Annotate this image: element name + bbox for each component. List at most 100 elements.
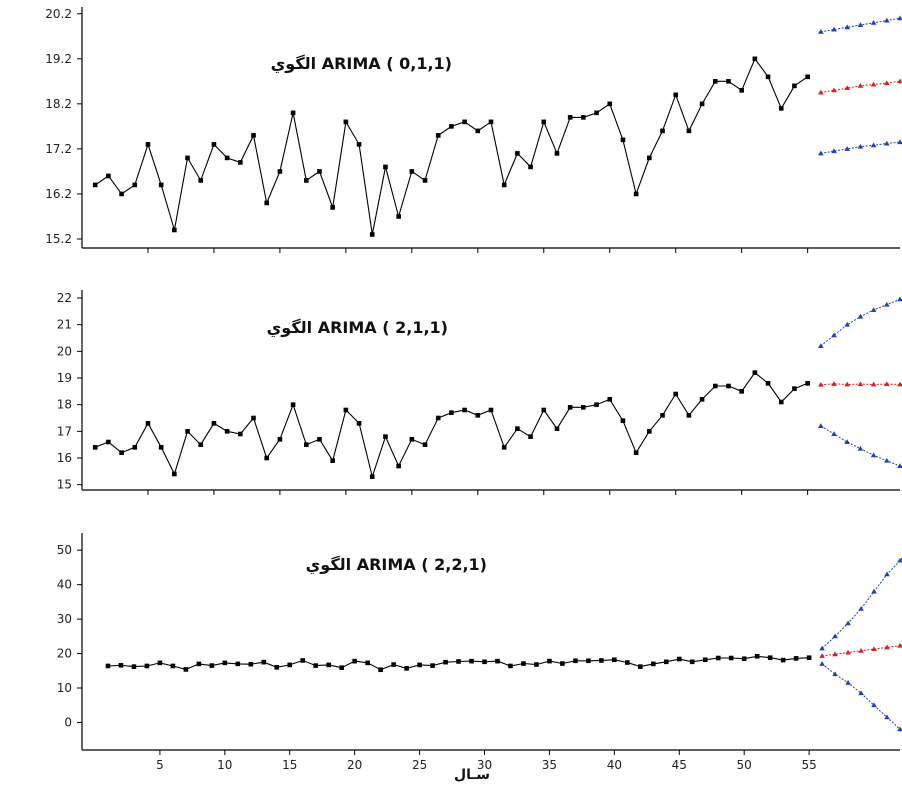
data-point bbox=[330, 205, 335, 210]
data-point bbox=[356, 142, 362, 147]
data-point bbox=[435, 415, 441, 421]
data-point bbox=[660, 128, 665, 134]
data-point bbox=[238, 431, 243, 437]
series-0 bbox=[92, 56, 810, 237]
forecast-point bbox=[857, 313, 864, 319]
data-point bbox=[198, 442, 204, 447]
y-ticks: 0 10 20 30 40 50 bbox=[57, 543, 82, 729]
data-point bbox=[172, 227, 177, 233]
data-point bbox=[741, 656, 747, 662]
y-tick-label: 16.2 bbox=[45, 187, 72, 201]
data-point bbox=[422, 178, 428, 183]
data-point bbox=[356, 421, 362, 426]
data-point bbox=[369, 232, 375, 237]
data-point bbox=[383, 434, 388, 439]
data-point bbox=[673, 92, 679, 98]
panel-title: الگوي ARIMA ( 2,1,1) bbox=[267, 318, 448, 338]
y-tick-label: 22 bbox=[57, 291, 72, 305]
data-point bbox=[726, 383, 731, 389]
x-axis-label: سـال bbox=[454, 767, 490, 783]
y-tick-label: 15 bbox=[57, 478, 72, 492]
data-point bbox=[409, 437, 415, 442]
forecast-point bbox=[871, 588, 877, 594]
data-point bbox=[581, 405, 586, 410]
data-point bbox=[647, 429, 652, 434]
data-point bbox=[119, 191, 124, 197]
forecast-point bbox=[845, 649, 851, 655]
data-point bbox=[488, 119, 494, 125]
data-point bbox=[264, 200, 270, 206]
forecast-point bbox=[819, 645, 825, 651]
forecast-point bbox=[818, 89, 824, 95]
forecast-point bbox=[884, 571, 890, 577]
forecast-point bbox=[818, 381, 824, 387]
y-tick-label: 0 bbox=[64, 715, 72, 729]
data-point bbox=[501, 445, 507, 450]
data-point bbox=[290, 402, 296, 407]
forecast-point bbox=[870, 307, 877, 312]
data-point bbox=[209, 663, 215, 668]
series-1 bbox=[818, 296, 902, 348]
data-point bbox=[383, 164, 388, 170]
forecast-point bbox=[857, 83, 864, 88]
data-point bbox=[765, 381, 771, 386]
panel-title: الگوي ARIMA ( 2,2,1) bbox=[306, 555, 487, 575]
data-point bbox=[752, 370, 758, 375]
data-point bbox=[251, 133, 256, 138]
forecast-point bbox=[897, 463, 902, 468]
y-tick-label: 20 bbox=[57, 647, 72, 661]
forecast-point bbox=[857, 22, 864, 27]
data-point bbox=[404, 666, 409, 671]
panel-frame bbox=[81, 290, 900, 491]
data-point bbox=[702, 657, 708, 663]
data-point bbox=[131, 664, 137, 669]
data-point bbox=[607, 397, 613, 402]
data-point bbox=[330, 458, 335, 463]
x-ticks bbox=[147, 248, 809, 253]
forecast-point bbox=[858, 690, 864, 696]
series-1 bbox=[818, 15, 902, 34]
data-point bbox=[699, 101, 705, 107]
data-point bbox=[409, 169, 415, 174]
data-point bbox=[633, 450, 639, 455]
data-point bbox=[586, 658, 591, 664]
data-point bbox=[391, 662, 396, 667]
data-point bbox=[235, 661, 241, 667]
data-point bbox=[185, 429, 190, 434]
x-tick-label: 5 bbox=[156, 758, 164, 772]
forecast-point bbox=[884, 17, 890, 23]
data-point bbox=[158, 182, 164, 188]
forecast-point bbox=[818, 343, 824, 348]
data-point bbox=[157, 660, 163, 666]
data-point bbox=[462, 407, 467, 413]
forecast-point bbox=[897, 642, 902, 648]
data-point bbox=[660, 413, 665, 418]
data-point bbox=[581, 115, 586, 120]
data-point bbox=[92, 445, 98, 450]
data-point bbox=[651, 661, 656, 667]
data-point bbox=[726, 79, 731, 84]
data-point bbox=[417, 662, 422, 668]
forecast-point bbox=[897, 557, 902, 563]
data-point bbox=[224, 429, 230, 434]
data-point bbox=[198, 178, 204, 183]
forecast-point bbox=[870, 142, 877, 148]
forecast-point bbox=[845, 620, 851, 626]
x-ticks bbox=[147, 490, 809, 495]
data-point bbox=[300, 658, 306, 663]
forecast-point bbox=[818, 150, 824, 156]
data-point bbox=[715, 655, 721, 661]
data-point bbox=[317, 169, 322, 174]
data-point bbox=[211, 142, 217, 147]
data-point bbox=[277, 169, 283, 174]
data-point bbox=[599, 658, 604, 663]
x-tick-label: 10 bbox=[217, 758, 232, 772]
x-ticks: 5 10 15 20 25 30 35 40 45 50 55 bbox=[156, 750, 817, 772]
data-point bbox=[482, 659, 487, 665]
forecast-point bbox=[897, 726, 902, 732]
series-2 bbox=[819, 642, 902, 658]
forecast-point bbox=[819, 653, 825, 658]
data-point bbox=[560, 661, 565, 666]
data-point bbox=[326, 662, 331, 668]
data-point bbox=[793, 656, 799, 661]
